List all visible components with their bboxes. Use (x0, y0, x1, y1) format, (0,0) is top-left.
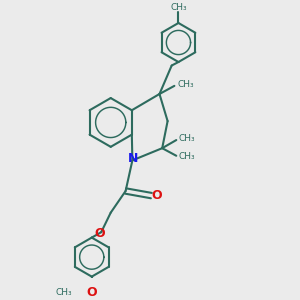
Text: O: O (94, 227, 105, 240)
Text: O: O (86, 286, 97, 299)
Text: CH₃: CH₃ (178, 80, 194, 89)
Text: CH₃: CH₃ (179, 134, 196, 143)
Text: O: O (151, 189, 161, 202)
Text: N: N (128, 152, 138, 165)
Text: CH₃: CH₃ (179, 152, 196, 161)
Text: CH₃: CH₃ (56, 288, 72, 297)
Text: CH₃: CH₃ (170, 3, 187, 12)
